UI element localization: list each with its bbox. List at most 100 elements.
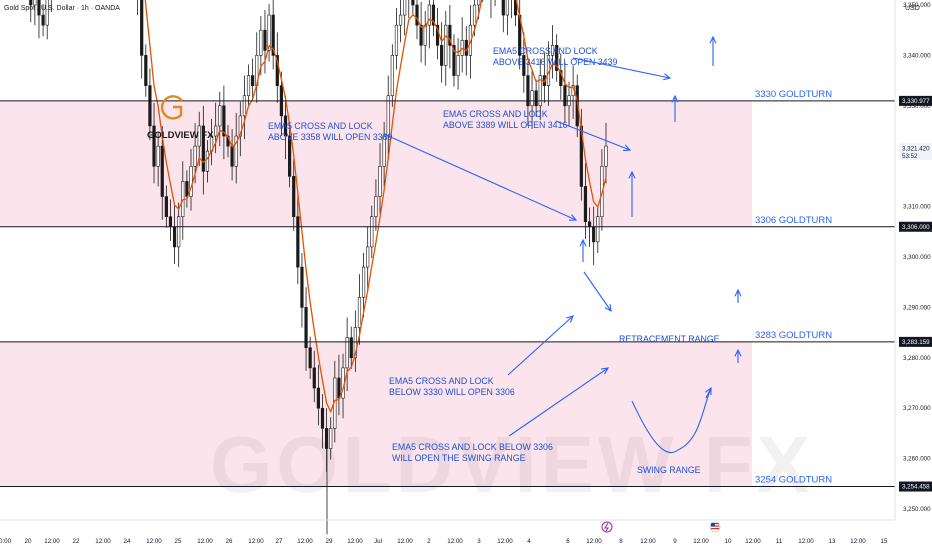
candle-body	[477, 0, 481, 6]
candle-body	[263, 29, 267, 51]
arrowhead-icon	[579, 238, 587, 247]
time-tick: 13	[829, 538, 836, 545]
candle-body	[592, 226, 596, 243]
candle-body	[444, 24, 448, 66]
arrowhead-icon	[671, 94, 679, 103]
arrow-icon	[583, 271, 612, 312]
lightning-icon[interactable]	[601, 521, 613, 533]
candle-body	[353, 327, 357, 359]
level-layer: 3439 GOLDTURN3416 GOLDTURN3389 GOLDTURN3…	[0, 89, 895, 488]
candle-body	[583, 186, 588, 223]
candle-body	[324, 428, 329, 449]
candle-body	[275, 55, 279, 86]
candle-body	[587, 221, 592, 228]
annotation-line: EMA5 CROSS AND LOCK BELOW 3306	[392, 442, 553, 452]
time-tick: 12:00	[297, 538, 313, 545]
time-tick: 0:00	[0, 538, 12, 545]
candle-body	[152, 125, 156, 167]
candle-body	[505, 0, 509, 16]
candle-body	[555, 45, 559, 71]
time-tick: 12:00	[95, 538, 111, 545]
candle-body	[452, 45, 456, 76]
candle-body	[526, 75, 530, 107]
time-tick: 11	[776, 538, 783, 545]
level-label: 3254 GOLDTURN	[755, 475, 832, 486]
price-tick: 3,270.000	[903, 405, 931, 412]
candle-body	[234, 135, 238, 167]
candle-body	[292, 176, 296, 217]
arrow-icon	[572, 57, 671, 79]
price-tag-label: 3,283.159	[902, 339, 930, 346]
candle-body	[230, 145, 234, 167]
candle-body	[172, 226, 177, 248]
candle-body	[349, 337, 353, 359]
price-tick: 3,250.000	[903, 506, 931, 513]
price-tags: 3,439.6833,416.6013,389.6123,358.3703,33…	[899, 95, 932, 492]
candle-body	[37, 0, 41, 16]
candle-body	[177, 216, 181, 248]
price-tick: 3,330.000	[903, 103, 931, 110]
price-tick: 3,260.000	[903, 456, 931, 463]
price-tick: 3,300.000	[903, 254, 931, 261]
candle-body	[431, 4, 436, 26]
candle-body	[304, 307, 308, 349]
price-tag-box	[899, 481, 932, 492]
annotation-ema5-3306: EMA5 CROSS AND LOCK BELOW 3306 WILL OPEN…	[392, 442, 553, 463]
candle-body	[522, 55, 526, 76]
time-tick: 20	[25, 538, 32, 545]
candle-body	[283, 115, 288, 137]
time-tick: 27	[276, 538, 283, 545]
candle-body	[308, 347, 312, 369]
annotation-ema5-3358: EMA5 CROSS AND LOCK ABOVE 3358 WILL OPEN…	[268, 121, 392, 142]
annotation-line: EMA5 CROSS AND LOCK	[389, 376, 494, 386]
price-axis: 3,250.000 3,260.000 3,270.000 3,280.000 3,29…	[903, 2, 931, 513]
swing-curve	[631, 387, 712, 454]
time-tick: 3	[477, 538, 481, 545]
candle-body	[403, 0, 407, 16]
time-tick: 4	[527, 538, 531, 545]
arrowhead-icon	[709, 35, 717, 44]
arrowhead-icon	[600, 367, 610, 375]
goldview-logo: GOLDVIEW FX	[147, 95, 214, 141]
time-tick: 12:00	[248, 538, 264, 545]
arrowhead-icon	[734, 348, 742, 357]
candle-body	[185, 181, 189, 197]
candle-body	[440, 45, 444, 66]
arrowhead-icon	[734, 288, 742, 297]
candle-body	[378, 165, 382, 197]
time-tick: 12:00	[586, 538, 602, 545]
candle-body	[427, 4, 431, 26]
time-tick: 12:00	[850, 538, 866, 545]
candle-body	[242, 95, 247, 117]
time-axis: 0:00 20 12:00 22 12:00 24 12:00 25 12:00 26 12:00 2…	[0, 538, 888, 545]
price-tag-label: 3,330.977	[902, 98, 930, 105]
level-label: 3330 GOLDTURN	[755, 89, 832, 100]
candle-body	[296, 216, 300, 268]
candle-body	[300, 266, 304, 308]
us-flag-icon[interactable]	[709, 521, 721, 533]
candle-body	[596, 216, 600, 243]
time-tick: 10	[725, 538, 732, 545]
time-tick: Jul	[374, 538, 382, 545]
candle-body	[222, 105, 226, 137]
arrow-layer	[383, 35, 742, 454]
swing-range-label: SWING RANGE	[637, 465, 701, 475]
annotation-line: EMA5 CROSS AND LOCK	[493, 46, 598, 56]
price-tag-label: 3,306.000	[902, 224, 930, 231]
time-tick: 12:00	[640, 538, 656, 545]
candle-body	[164, 196, 168, 217]
time-tick: 12:00	[693, 538, 709, 545]
time-tick: 25	[175, 538, 182, 545]
logo-text: GOLDVIEW FX	[147, 130, 214, 141]
time-tick: 24	[124, 538, 131, 545]
candle-body	[604, 145, 608, 167]
candle-body	[156, 145, 160, 167]
candle-body	[394, 24, 399, 56]
candle-body	[357, 297, 362, 328]
price-tick: 3,350.000	[903, 2, 931, 9]
arrowhead-icon	[663, 73, 672, 81]
annotation-line: ABOVE 3416 WILL OPEN 3439	[493, 57, 617, 67]
price-tag-box	[899, 221, 932, 232]
candle-body	[419, 24, 423, 46]
